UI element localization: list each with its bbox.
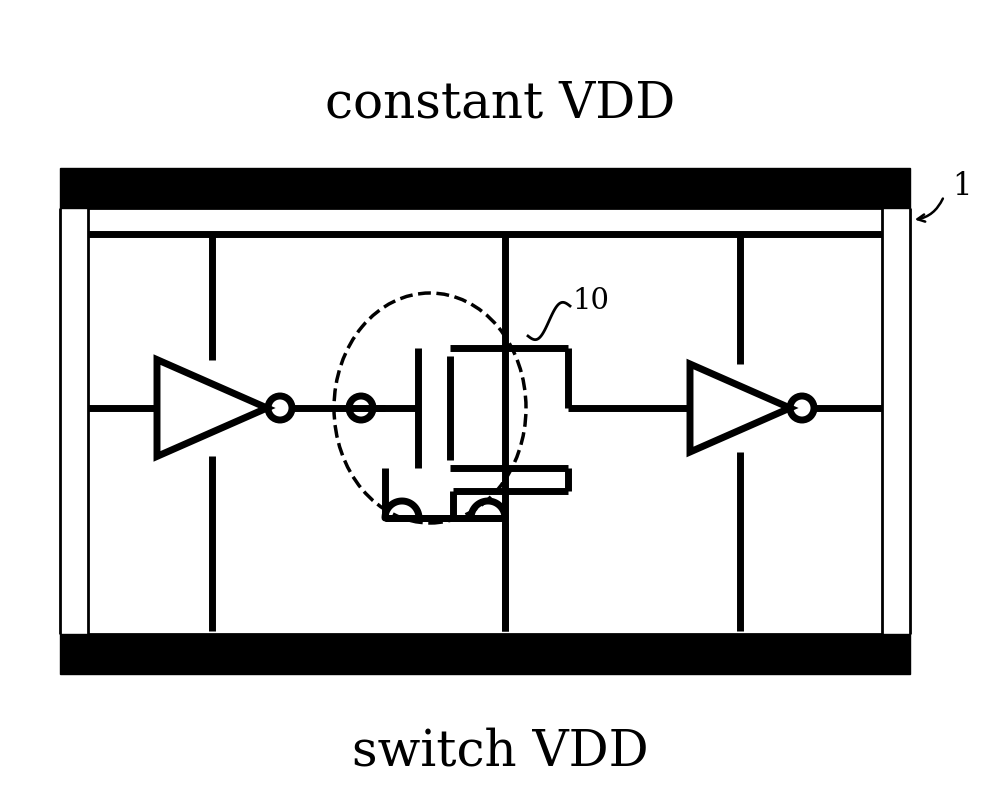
- Text: 10: 10: [572, 287, 609, 315]
- Text: 1: 1: [952, 170, 972, 201]
- Bar: [60, 634, 910, 674]
- Polygon shape: [690, 364, 790, 452]
- Polygon shape: [157, 360, 267, 456]
- Bar: [60, 168, 910, 208]
- FancyBboxPatch shape: [88, 208, 882, 634]
- FancyArrowPatch shape: [918, 198, 943, 221]
- Text: switch VDD: switch VDD: [352, 728, 648, 777]
- Text: constant VDD: constant VDD: [325, 80, 675, 129]
